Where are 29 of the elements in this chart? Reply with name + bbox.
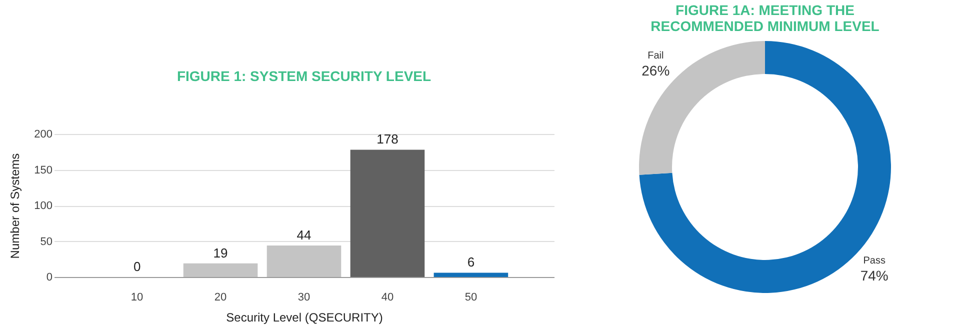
- chart-title: FIGURE 1: SYSTEM SECURITY LEVEL: [176, 68, 432, 84]
- x-tick-label: 40: [381, 292, 394, 304]
- y-tick-label: 150: [34, 164, 52, 176]
- data-label: 0: [133, 259, 141, 274]
- data-label: 6: [467, 254, 475, 270]
- data-label: 74%: [860, 268, 888, 284]
- bar: [350, 150, 425, 277]
- y-tick-label: 0: [46, 272, 52, 284]
- data-label: 178: [376, 132, 398, 147]
- chart-title: FIGURE 1A: MEETING THE RECOMMENDED MINIMUM LEVEL: [650, 2, 880, 34]
- x-axis-title: Security Level (QSECURITY): [226, 310, 383, 324]
- bar: [434, 272, 508, 277]
- bar: [183, 263, 258, 277]
- donut-slice: [639, 41, 765, 175]
- bar: [266, 246, 342, 277]
- x-tick-label: 10: [130, 292, 144, 304]
- y-axis-title: Number of Systems: [8, 153, 22, 259]
- y-tick-label: 200: [34, 128, 52, 140]
- donut-slice: [639, 41, 891, 293]
- x-tick-label: 20: [214, 292, 227, 304]
- slice-label: Pass: [863, 256, 886, 267]
- x-tick-label: 30: [298, 292, 310, 304]
- data-label: 44: [296, 228, 312, 243]
- data-label: 19: [213, 245, 228, 260]
- y-tick-label: 50: [40, 236, 52, 248]
- y-tick-label: 100: [34, 200, 52, 212]
- slice-label: Fail: [648, 50, 664, 62]
- data-label: 26%: [642, 62, 670, 78]
- x-tick-label: 50: [464, 292, 478, 304]
